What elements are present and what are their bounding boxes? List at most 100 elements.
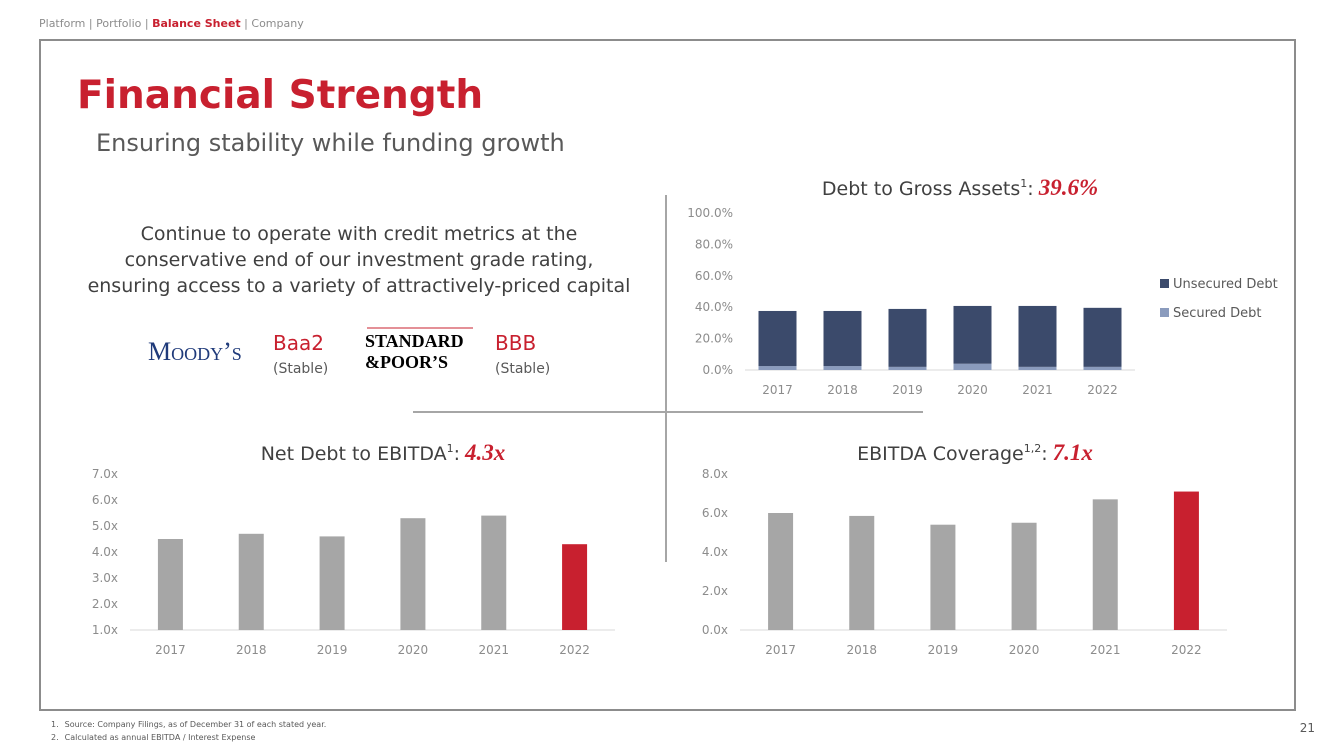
x-tick-label: 2019 <box>928 643 959 657</box>
legend-swatch <box>1160 279 1169 288</box>
page-title: Financial Strength <box>77 73 483 118</box>
y-tick-label: 2.0x <box>92 597 118 611</box>
page-number: 21 <box>1300 721 1315 735</box>
rating-outlook: (Stable) <box>273 361 328 377</box>
y-tick-label: 5.0x <box>92 519 118 533</box>
chart-title-text: Debt to Gross Assets <box>822 178 1020 200</box>
body-line: Continue to operate with credit metrics … <box>141 223 578 245</box>
y-tick-label: 7.0x <box>92 467 118 481</box>
legend-label: Secured Debt <box>1173 306 1261 321</box>
bar-segment <box>1083 366 1122 370</box>
breadcrumb: Platform | Portfolio | Balance Sheet | C… <box>39 17 304 30</box>
chart-title-separator: : <box>1027 178 1033 200</box>
chart-highlight: 7.1x <box>1053 440 1093 465</box>
y-tick-label: 2.0x <box>702 584 728 598</box>
x-tick-label: 2019 <box>317 643 348 657</box>
nav-separator: | <box>89 17 93 30</box>
x-tick-label: 2017 <box>155 643 186 657</box>
nav-item[interactable]: Company <box>251 17 304 30</box>
bar <box>1092 499 1118 630</box>
bar-segment <box>1018 305 1057 367</box>
x-tick-label: 2021 <box>1090 643 1121 657</box>
chart-title-separator: : <box>1041 443 1047 465</box>
bar <box>562 544 588 630</box>
bar-segment <box>758 366 797 370</box>
y-tick-label: 20.0% <box>695 332 733 346</box>
bar-segment <box>953 305 992 364</box>
y-tick-label: 4.0x <box>92 545 118 559</box>
y-tick-label: 100.0% <box>687 206 733 220</box>
bar-segment <box>823 366 862 370</box>
bar <box>1173 491 1199 630</box>
x-tick-label: 2018 <box>827 383 858 397</box>
y-tick-label: 4.0x <box>702 545 728 559</box>
x-tick-label: 2022 <box>1171 643 1202 657</box>
bar-segment <box>953 363 992 370</box>
bar <box>238 533 264 630</box>
x-tick-label: 2020 <box>1009 643 1040 657</box>
chart-highlight: 4.3x <box>464 440 505 465</box>
x-tick-label: 2017 <box>765 643 796 657</box>
footnote-text: Calculated as annual EBITDA / Interest E… <box>65 733 256 742</box>
chart-title: EBITDA Coverage1,2: 7.1x <box>857 440 1093 465</box>
bar-segment <box>1083 307 1122 367</box>
chart-highlight: 39.6% <box>1038 175 1098 200</box>
bar-segment <box>758 310 797 367</box>
y-tick-label: 6.0x <box>92 493 118 507</box>
body-text: Continue to operate with credit metrics … <box>88 223 631 297</box>
x-tick-label: 2022 <box>1087 383 1118 397</box>
sp-logo: &POOR’S <box>365 352 448 372</box>
x-tick-label: 2019 <box>892 383 923 397</box>
rating-outlook: (Stable) <box>495 361 550 377</box>
bar <box>319 536 345 630</box>
chart-title-note: 1,2 <box>1024 442 1042 455</box>
nav-separator: | <box>145 17 149 30</box>
x-tick-label: 2022 <box>559 643 590 657</box>
y-tick-label: 80.0% <box>695 237 733 251</box>
nav-item[interactable]: Platform <box>39 17 85 30</box>
moodys-logo: Moody’s <box>148 337 242 366</box>
nav-item[interactable]: Portfolio <box>96 17 142 30</box>
x-tick-label: 2018 <box>236 643 267 657</box>
x-tick-label: 2020 <box>398 643 429 657</box>
nav-separator: | <box>244 17 248 30</box>
bar <box>1011 522 1037 630</box>
bar <box>157 539 183 630</box>
y-tick-label: 1.0x <box>92 623 118 637</box>
bar <box>930 524 956 630</box>
chart-title-note: 1 <box>1020 177 1027 190</box>
sp-logo: STANDARD <box>365 331 464 351</box>
y-tick-label: 6.0x <box>702 506 728 520</box>
chart-title-note: 1 <box>447 442 454 455</box>
nav-item-active[interactable]: Balance Sheet <box>152 17 241 30</box>
x-tick-label: 2021 <box>478 643 509 657</box>
y-tick-label: 0.0x <box>702 623 728 637</box>
chart-title-text: EBITDA Coverage <box>857 443 1024 465</box>
y-tick-label: 0.0% <box>703 363 734 377</box>
x-tick-label: 2020 <box>957 383 988 397</box>
x-tick-label: 2018 <box>846 643 877 657</box>
body-line: ensuring access to a variety of attracti… <box>88 275 631 297</box>
y-tick-label: 60.0% <box>695 269 733 283</box>
bar-segment <box>888 308 927 367</box>
footnote-text: Source: Company Filings, as of December … <box>65 720 327 729</box>
bar <box>400 518 426 630</box>
legend-swatch <box>1160 308 1169 317</box>
rating: BBB <box>495 331 536 355</box>
body-line: conservative end of our investment grade… <box>125 249 594 271</box>
rating: Baa2 <box>273 331 324 355</box>
footnote: 2. Calculated as annual EBITDA / Interest… <box>51 733 255 742</box>
footnote-marker: 1. <box>51 720 59 729</box>
footnote-marker: 2. <box>51 733 59 742</box>
chart-title-separator: : <box>454 443 460 465</box>
page-subtitle: Ensuring stability while funding growth <box>96 129 565 157</box>
x-tick-label: 2017 <box>762 383 793 397</box>
frame <box>39 39 1296 711</box>
chart-title: Net Debt to EBITDA1: 4.3x <box>261 440 506 465</box>
bar <box>768 513 794 630</box>
bar-segment <box>1018 366 1057 370</box>
chart-title-text: Net Debt to EBITDA <box>261 443 447 465</box>
y-tick-label: 8.0x <box>702 467 728 481</box>
legend-label: Unsecured Debt <box>1173 277 1278 292</box>
